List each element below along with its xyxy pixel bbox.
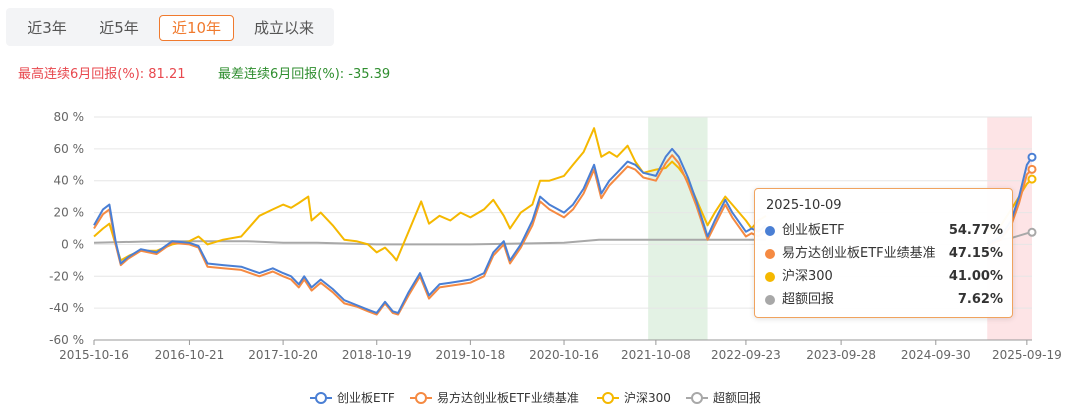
tooltip-series-value: 41.00% [948,269,1003,284]
period-tabs: 近3年 近5年 近10年 成立以来 [6,8,334,46]
tab-3-years[interactable]: 近3年 [27,19,67,37]
tab-5-years[interactable]: 近5年 [99,19,139,37]
tab-10-years[interactable]: 近10年 [159,15,234,41]
y-tick-label: 20 % [54,206,85,220]
series-dot-icon [765,226,775,236]
shaded-region [648,117,708,340]
tab-since-inception[interactable]: 成立以来 [253,19,314,37]
tooltip-row: 沪深300 41.00% [765,267,1003,287]
x-tick-label: 2021-10-08 [621,348,691,362]
y-tick-label: 40 % [54,174,85,188]
x-tick-label: 2022-09-23 [711,348,781,362]
tooltip-row: 易方达创业板ETF业绩基准 47.15% [765,244,1003,264]
legend-label: 超额回报 [713,390,761,405]
worst-6m-return: 最差连续6月回报(%): -35.39 [218,67,391,82]
x-tick-label: 2018-10-19 [342,348,412,362]
y-tick-label: -40 % [49,301,84,315]
series-dot-icon [765,249,775,259]
tooltip-series-name: 创业板ETF [782,223,845,238]
tooltip-row: 创业板ETF 54.77% [765,221,1003,241]
x-tick-label: 2017-10-20 [248,348,318,362]
legend-label: 沪深300 [624,391,671,405]
series-end-point [1027,164,1037,174]
series-dot-icon [765,272,775,282]
series-end-point [1027,174,1037,184]
legend-item: 易方达创业板ETF业绩基准 [410,390,579,405]
y-tick-label: -60 % [49,333,84,347]
tooltip-series-value: 47.15% [948,246,1003,261]
legend-item: 创业板ETF [310,391,395,405]
tooltip-series-name: 超额回报 [782,292,835,307]
series-line [93,154,767,316]
y-tick-label: -20 % [49,269,84,283]
tooltip-series-value: 54.77% [948,223,1003,238]
series-end-point [1027,227,1037,237]
legend-label: 创业板ETF [337,391,395,405]
x-tick-label: 2015-10-16 [59,348,129,362]
legend-marker-icon [415,392,427,404]
legend-marker-icon [602,392,614,404]
legend-marker-icon [315,392,327,404]
tooltip-series-name: 沪深300 [782,269,833,284]
series-dot-icon [765,295,775,305]
legend-item: 超额回报 [686,390,761,405]
tooltip-row: 超额回报 7.62% [765,290,1003,310]
series-line [93,147,767,314]
tooltip-series-name: 易方达创业板ETF业绩基准 [782,246,936,261]
legend-label: 易方达创业板ETF业绩基准 [437,390,579,405]
best-6m-return: 最高连续6月回报(%): 81.21 [18,67,186,82]
legend-marker-icon [691,392,703,404]
series-line [93,238,766,246]
x-tick-label: 2023-09-28 [806,348,876,362]
tooltip-date: 2025-10-09 [766,198,842,213]
series-end-point [1027,152,1037,162]
x-tick-label: 2020-10-16 [529,348,599,362]
legend-item: 沪深300 [597,391,671,405]
tooltip-series-value: 7.62% [957,292,1003,307]
y-tick-label: 80 % [54,110,85,124]
y-tick-label: 60 % [54,142,85,156]
x-tick-label: 2019-10-18 [436,348,506,362]
chart-tooltip: 2025-10-09 创业板ETF 54.77% 易方达创业板ETF业绩基准 4… [754,188,1013,318]
x-tick-label: 2024-09-30 [901,348,971,362]
y-tick-label: 0 % [61,237,84,251]
series-line [93,127,767,262]
x-tick-label: 2016-10-21 [155,348,225,362]
x-tick-label: 2025-09-19 [992,348,1062,362]
